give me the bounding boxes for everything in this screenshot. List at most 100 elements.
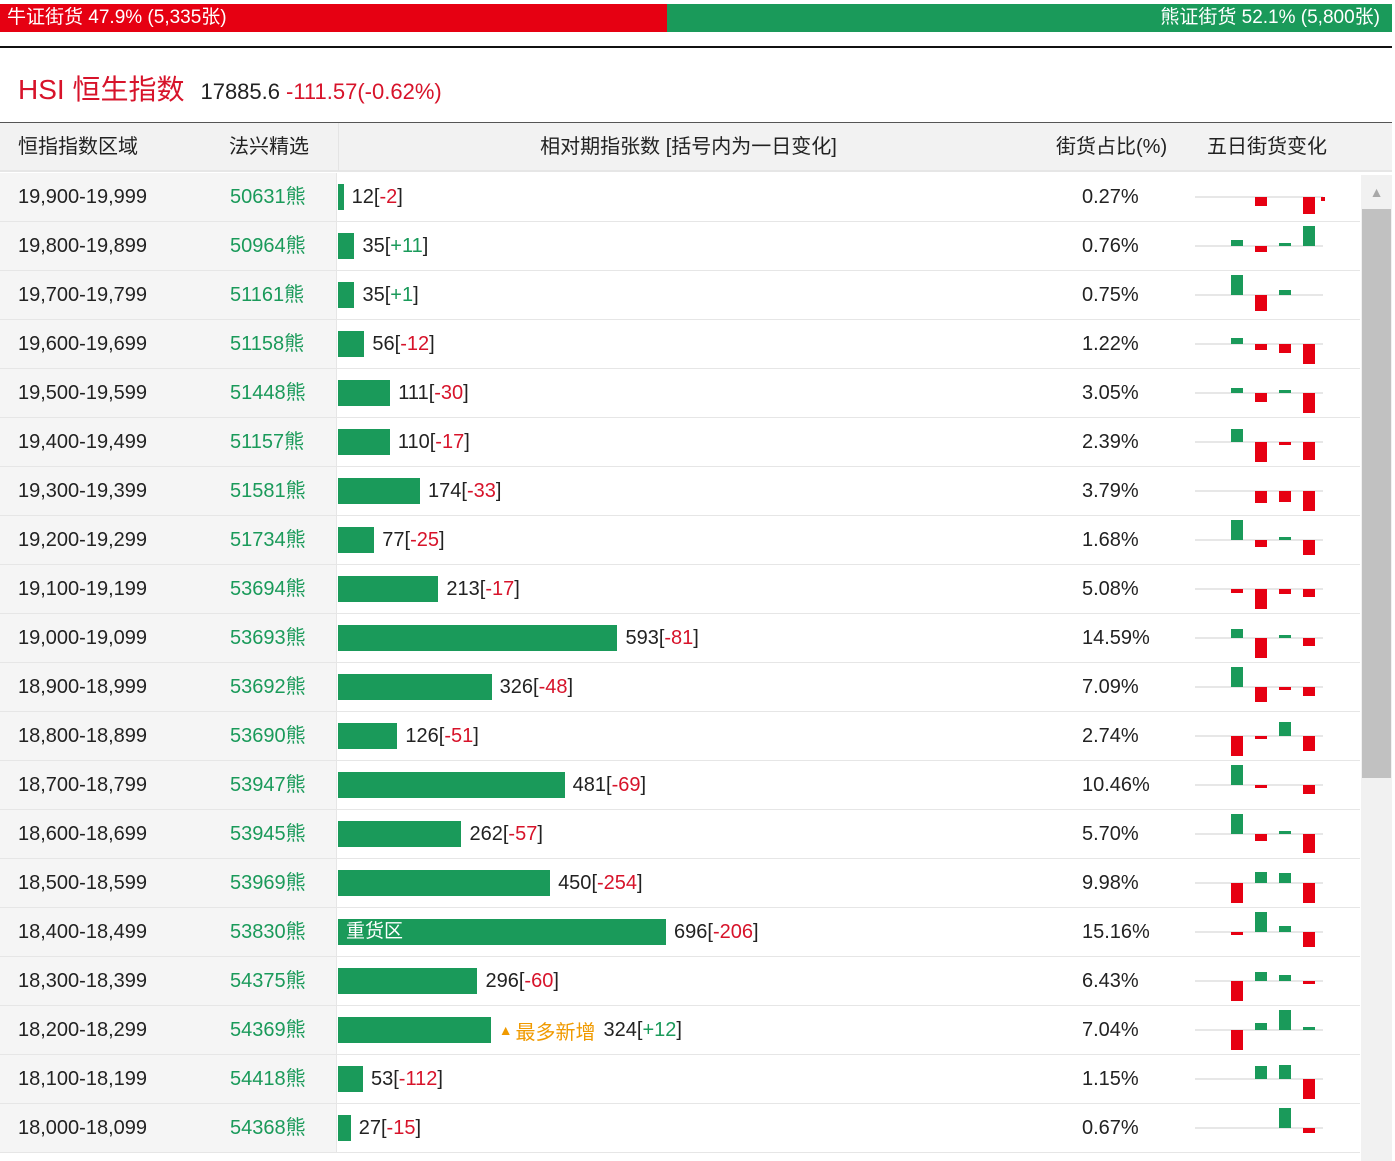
five-day-change-chart (1195, 271, 1325, 319)
warrant-code-link[interactable]: 51734熊 (208, 516, 337, 564)
five-day-change-chart (1195, 712, 1325, 760)
warrant-code-link[interactable]: 53690熊 (208, 712, 337, 760)
table-row[interactable]: 19,500-19,599 51448熊 111 [-30] 3.05% (0, 369, 1360, 418)
warrant-code-link[interactable]: 50964熊 (208, 222, 337, 270)
vertical-scrollbar[interactable]: ▲ (1361, 175, 1392, 1161)
contracts-value: 481 [-69] (573, 774, 646, 797)
table-row[interactable]: 19,700-19,799 51161熊 35 [+1] 0.75% (0, 271, 1360, 320)
table-row[interactable]: 18,800-18,899 53690熊 126 [-51] 2.74% (0, 712, 1360, 761)
five-day-change-chart (1195, 467, 1325, 515)
five-day-change-chart (1195, 908, 1325, 956)
contracts-bar-cell: 35 [+1] (338, 271, 1038, 319)
table-row[interactable]: 18,000-18,099 54368熊 27 [-15] 0.67% (0, 1104, 1360, 1153)
contracts-count: 262 (469, 822, 503, 845)
warrant-code-link[interactable]: 54369熊 (208, 1006, 337, 1054)
warrant-code-link[interactable]: 53830熊 (208, 908, 337, 956)
table-row[interactable]: 19,800-19,899 50964熊 35 [+11] 0.76% (0, 222, 1360, 271)
spark-bar-decrease (1303, 589, 1315, 597)
table-row[interactable]: 19,400-19,499 51157熊 110 [-17] 2.39% (0, 418, 1360, 467)
warrant-code-link[interactable]: 53947熊 (208, 761, 337, 809)
contracts-bar-cell: 56 [-12] (338, 320, 1038, 368)
warrant-code-link[interactable]: 54368熊 (208, 1104, 337, 1152)
five-day-sparkline (1195, 629, 1323, 658)
scrollbar-thumb[interactable] (1362, 209, 1391, 778)
five-day-change-chart (1195, 222, 1325, 270)
table-row[interactable]: 18,400-18,499 53830熊 重货区 696 [-206] 15.16% (0, 908, 1360, 957)
bracket-open: [ (380, 1116, 387, 1139)
spark-bar-decrease (1321, 197, 1333, 201)
bracket-close: ] (537, 822, 543, 845)
header-share: 街货占比(%) (1056, 136, 1168, 158)
spark-bar-increase (1255, 912, 1267, 932)
daily-change: -30 (434, 381, 464, 404)
table-row[interactable]: 18,500-18,599 53969熊 450 [-254] 9.98% (0, 859, 1360, 908)
index-range: 18,400-18,499 (0, 908, 208, 956)
warrant-code-link[interactable]: 53692熊 (208, 663, 337, 711)
bracket-close: ] (473, 724, 479, 747)
five-day-sparkline (1195, 1108, 1323, 1133)
warrant-code-link[interactable]: 54418熊 (208, 1055, 337, 1103)
daily-change: -60 (524, 969, 554, 992)
spark-bar-increase (1279, 975, 1291, 981)
table-row[interactable]: 18,900-18,999 53692熊 326 [-48] 7.09% (0, 663, 1360, 712)
warrant-code-link[interactable]: 53969熊 (208, 859, 337, 907)
warrant-code-link[interactable]: 51581熊 (208, 467, 337, 515)
warrant-code-link[interactable]: 51157熊 (208, 418, 337, 466)
five-day-change-chart (1195, 565, 1325, 613)
street-share-pct: 2.74% (1082, 725, 1139, 747)
spark-bar-increase (1279, 1065, 1291, 1079)
spark-bar-decrease (1279, 491, 1291, 502)
contracts-bar-cell: 重货区 696 [-206] (338, 908, 1038, 956)
five-day-change-chart (1195, 1104, 1325, 1152)
table-row[interactable]: 19,900-19,999 50631熊 12 [-2] 0.27% (0, 173, 1360, 222)
bracket-open: [ (518, 969, 525, 992)
arrow-up-icon[interactable]: ▲ (1369, 184, 1384, 200)
five-day-change-chart (1195, 173, 1333, 221)
street-share-pct: 0.75% (1082, 284, 1139, 306)
index-range: 19,400-19,499 (0, 418, 208, 466)
header-five-day: 五日街货变化 (1207, 136, 1327, 158)
street-share-pct: 10.46% (1082, 774, 1150, 796)
table-row[interactable]: 19,100-19,199 53694熊 213 [-17] 5.08% (0, 565, 1360, 614)
table-row[interactable]: 19,200-19,299 51734熊 77 [-25] 1.68% (0, 516, 1360, 565)
warrant-code-link[interactable]: 53945熊 (208, 810, 337, 858)
five-day-sparkline (1195, 872, 1323, 903)
warrant-code-link[interactable]: 54375熊 (208, 957, 337, 1005)
spark-bar-decrease (1303, 1079, 1315, 1099)
index-change: -111.57(-0.62%) (286, 79, 442, 104)
spark-bar-increase (1231, 814, 1243, 834)
warrant-code-link[interactable]: 53694熊 (208, 565, 337, 613)
warrant-code-link[interactable]: 50631熊 (208, 173, 337, 221)
index-range: 18,300-18,399 (0, 957, 208, 1005)
table-row[interactable]: 19,300-19,399 51581熊 174 [-33] 3.79% (0, 467, 1360, 516)
five-day-sparkline (1195, 722, 1323, 756)
bracket-open: [ (636, 1018, 643, 1041)
most-added-badge: ▲ 最多新增 (499, 1016, 596, 1045)
index-range: 19,000-19,099 (0, 614, 208, 662)
table-row[interactable]: 19,000-19,099 53693熊 593 [-81] 14.59% (0, 614, 1360, 663)
index-range: 18,100-18,199 (0, 1055, 208, 1103)
table-row[interactable]: 18,300-18,399 54375熊 296 [-60] 6.43% (0, 957, 1360, 1006)
contracts-value: 126 [-51] (405, 725, 478, 748)
five-day-change-chart (1195, 369, 1325, 417)
warrant-code-link[interactable]: 51448熊 (208, 369, 337, 417)
contracts-value: 77 [-25] (382, 529, 444, 552)
table-row[interactable]: 19,600-19,699 51158熊 56 [-12] 1.22% (0, 320, 1360, 369)
warrant-code-link[interactable]: 51161熊 (208, 271, 337, 319)
table-row[interactable]: 18,200-18,299 54369熊 ▲ 最多新增 324 [+12] 7.04% (0, 1006, 1360, 1055)
bracket-close: ] (553, 969, 559, 992)
spark-bar-decrease (1231, 1030, 1243, 1050)
index-name[interactable]: HSI 恒生指数 (18, 74, 185, 105)
table-row[interactable]: 18,600-18,699 53945熊 262 [-57] 5.70% (0, 810, 1360, 859)
index-price: 17885.6 (200, 79, 280, 104)
spark-bar-increase (1279, 1010, 1291, 1030)
table-row[interactable]: 18,700-18,799 53947熊 481 [-69] 10.46% (0, 761, 1360, 810)
warrant-code-link[interactable]: 51158熊 (208, 320, 337, 368)
spark-bar-decrease (1303, 687, 1315, 696)
spark-bar-decrease (1255, 491, 1267, 503)
warrant-code-link[interactable]: 53693熊 (208, 614, 337, 662)
daily-change: -254 (597, 871, 638, 894)
contracts-bar-cell: 111 [-30] (338, 369, 1038, 417)
table-row[interactable]: 18,100-18,199 54418熊 53 [-112] 1.15% (0, 1055, 1360, 1104)
spark-bar-decrease (1255, 295, 1267, 311)
